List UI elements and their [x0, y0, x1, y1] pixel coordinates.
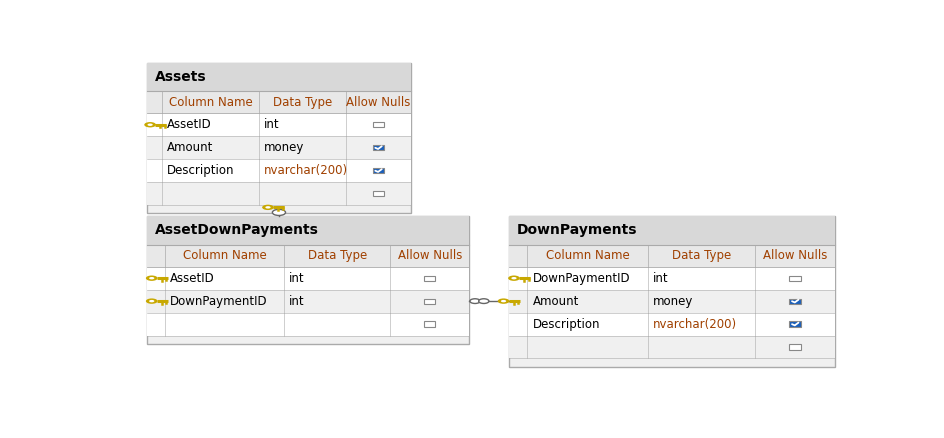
Circle shape — [497, 298, 510, 304]
Text: Column Name: Column Name — [169, 96, 252, 109]
FancyBboxPatch shape — [147, 267, 469, 290]
FancyBboxPatch shape — [510, 216, 834, 367]
Text: int: int — [653, 272, 668, 285]
FancyBboxPatch shape — [510, 336, 834, 358]
FancyBboxPatch shape — [147, 290, 469, 313]
Text: Description: Description — [532, 318, 600, 331]
Circle shape — [147, 124, 153, 126]
Circle shape — [273, 209, 285, 215]
Text: Column Name: Column Name — [182, 249, 266, 262]
Circle shape — [470, 299, 480, 304]
FancyBboxPatch shape — [510, 245, 834, 267]
Text: Assets: Assets — [155, 70, 206, 84]
FancyBboxPatch shape — [424, 276, 435, 281]
Text: AssetID: AssetID — [170, 272, 215, 285]
Text: money: money — [653, 295, 693, 307]
FancyBboxPatch shape — [147, 159, 411, 182]
FancyBboxPatch shape — [789, 344, 801, 350]
Text: AssetID: AssetID — [167, 118, 211, 131]
Text: Allow Nulls: Allow Nulls — [346, 96, 411, 109]
Text: DownPaymentID: DownPaymentID — [170, 295, 268, 307]
Circle shape — [512, 277, 516, 279]
FancyBboxPatch shape — [510, 267, 834, 290]
FancyBboxPatch shape — [373, 145, 384, 150]
Text: Allow Nulls: Allow Nulls — [763, 249, 827, 262]
Text: Data Type: Data Type — [308, 249, 367, 262]
Text: Data Type: Data Type — [672, 249, 731, 262]
FancyBboxPatch shape — [147, 113, 411, 136]
Text: nvarchar(200): nvarchar(200) — [653, 318, 737, 331]
FancyBboxPatch shape — [373, 122, 384, 127]
Circle shape — [265, 206, 271, 208]
FancyBboxPatch shape — [147, 63, 411, 213]
FancyBboxPatch shape — [373, 191, 384, 196]
FancyBboxPatch shape — [147, 216, 469, 245]
Text: Data Type: Data Type — [273, 96, 332, 109]
Circle shape — [144, 122, 156, 127]
FancyBboxPatch shape — [510, 290, 834, 313]
Circle shape — [149, 300, 155, 302]
FancyBboxPatch shape — [789, 299, 801, 304]
FancyBboxPatch shape — [147, 245, 469, 267]
FancyBboxPatch shape — [789, 321, 801, 327]
Circle shape — [479, 299, 489, 304]
Circle shape — [262, 205, 274, 210]
Text: Allow Nulls: Allow Nulls — [397, 249, 462, 262]
FancyBboxPatch shape — [147, 63, 411, 92]
FancyBboxPatch shape — [147, 182, 411, 205]
Text: int: int — [289, 295, 305, 307]
Text: DownPayments: DownPayments — [516, 223, 637, 237]
FancyBboxPatch shape — [147, 92, 411, 113]
Text: Amount: Amount — [532, 295, 579, 307]
Text: Column Name: Column Name — [546, 249, 630, 262]
FancyBboxPatch shape — [510, 216, 834, 245]
Text: int: int — [264, 118, 280, 131]
Circle shape — [508, 276, 520, 281]
FancyBboxPatch shape — [373, 168, 384, 173]
FancyBboxPatch shape — [424, 299, 435, 304]
Text: Description: Description — [167, 164, 234, 177]
Text: Amount: Amount — [167, 141, 213, 154]
Text: money: money — [264, 141, 305, 154]
Circle shape — [149, 277, 155, 279]
Circle shape — [501, 300, 506, 302]
Text: int: int — [289, 272, 305, 285]
FancyBboxPatch shape — [510, 313, 834, 336]
Text: DownPaymentID: DownPaymentID — [532, 272, 630, 285]
FancyBboxPatch shape — [424, 321, 435, 327]
FancyBboxPatch shape — [147, 136, 411, 159]
Text: AssetDownPayments: AssetDownPayments — [155, 223, 318, 237]
FancyBboxPatch shape — [147, 216, 469, 344]
Circle shape — [146, 276, 158, 281]
FancyBboxPatch shape — [147, 313, 469, 336]
Text: nvarchar(200): nvarchar(200) — [264, 164, 348, 177]
Circle shape — [146, 298, 158, 304]
FancyBboxPatch shape — [789, 276, 801, 281]
